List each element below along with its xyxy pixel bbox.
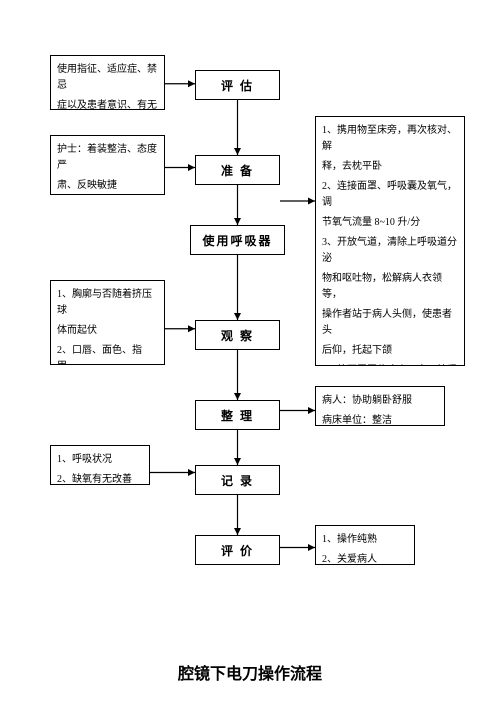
sidebox-line: 3、开放气道，清除上呼吸道分泌 bbox=[322, 235, 458, 267]
sidebox-line: 2、缺氧有无改善 bbox=[57, 472, 143, 485]
sidebox-s4: 1、胸廓与否随着挤压球体而起伏2、口唇、面色、指甲、末梢皮肤、氧饱和度等3、面罩… bbox=[50, 280, 165, 365]
flowchart-canvas: 腔镜下电刀操作流程 评 估准 备使用呼吸器观 察整 理记 录评 价 使用指征、适应… bbox=[0, 0, 500, 707]
sidebox-s3: 1、携用物至床旁，再次核对、解释，去枕平卧 2、连接面罩、呼吸囊及氧气，调节氧气流… bbox=[315, 116, 465, 366]
node-n4: 观 察 bbox=[195, 320, 280, 350]
sidebox-line: 使用指征、适应症、禁忌 bbox=[57, 62, 158, 94]
sidebox-line: 2、关爱病人 bbox=[322, 552, 408, 565]
sidebox-s2: 护士：着装整洁、态度严肃、反映敏捷用物：面罩、呼吸囊、氧 bbox=[50, 135, 165, 195]
sidebox-line: 后仰，托起下颌 bbox=[322, 343, 458, 359]
sidebox-s7: 1、操作纯熟 2、关爱病人 bbox=[315, 525, 415, 565]
sidebox-line: 症以及患者意识、有无自 bbox=[57, 98, 158, 110]
sidebox-line: 病床单位：整洁 bbox=[322, 413, 438, 426]
sidebox-line: 释，去枕平卧 bbox=[322, 159, 458, 175]
sidebox-s1: 使用指征、适应症、禁忌症以及患者意识、有无自 bbox=[50, 55, 165, 110]
node-n3: 使用呼吸器 bbox=[190, 225, 285, 255]
sidebox-line: 2、口唇、面色、指甲、 bbox=[57, 343, 158, 365]
sidebox-line: 病人：协助躺卧舒服 bbox=[322, 393, 438, 409]
sidebox-line: 肃、反映敏捷 bbox=[57, 178, 158, 194]
sidebox-line: 4、将面罩罩住病人口鼻，按紧不 bbox=[322, 363, 458, 366]
sidebox-s6: 1、呼吸状况 2、缺氧有无改善 bbox=[50, 445, 150, 485]
node-n6: 记 录 bbox=[195, 465, 280, 495]
sidebox-line: 1、呼吸状况 bbox=[57, 452, 143, 468]
sidebox-line: 1、操作纯熟 bbox=[322, 532, 408, 548]
sidebox-s5: 病人：协助躺卧舒服病床单位：整洁 bbox=[315, 386, 445, 426]
sidebox-line: 2、连接面罩、呼吸囊及氧气，调 bbox=[322, 179, 458, 211]
sidebox-line: 操作者站于病人头侧，使患者头 bbox=[322, 307, 458, 339]
sidebox-line: 1、携用物至床旁，再次核对、解 bbox=[322, 123, 458, 155]
sidebox-line: 物和呕吐物，松解病人衣领等， bbox=[322, 271, 458, 303]
page-title: 腔镜下电刀操作流程 bbox=[0, 660, 500, 684]
node-n1: 评 估 bbox=[195, 70, 280, 100]
sidebox-line: 节氧气流量 8~10 升/分 bbox=[322, 215, 458, 231]
node-n2: 准 备 bbox=[195, 155, 280, 185]
sidebox-line: 护士：着装整洁、态度严 bbox=[57, 142, 158, 174]
node-n5: 整 理 bbox=[195, 400, 280, 430]
node-n7: 评 价 bbox=[195, 535, 280, 565]
sidebox-line: 体而起伏 bbox=[57, 323, 158, 339]
sidebox-line: 1、胸廓与否随着挤压球 bbox=[57, 287, 158, 319]
